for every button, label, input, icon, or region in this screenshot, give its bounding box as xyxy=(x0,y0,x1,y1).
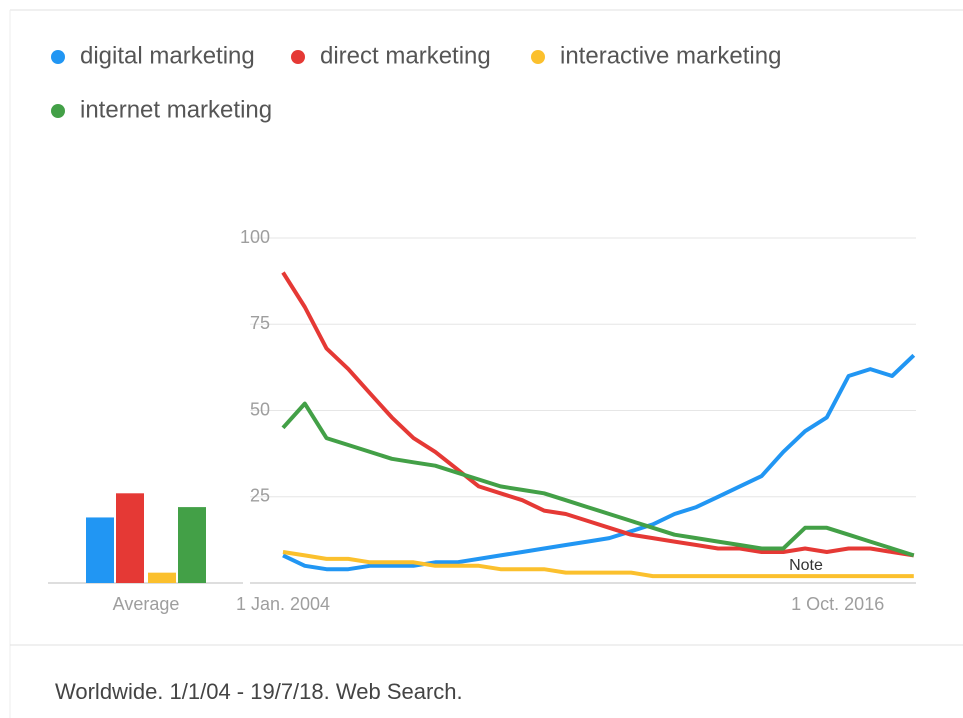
x-tick-label: 1 Oct. 2016 xyxy=(791,594,884,614)
x-tick-label: 1 Jan. 2004 xyxy=(236,594,330,614)
average-bar xyxy=(86,517,114,583)
average-bar xyxy=(116,493,144,583)
legend-dot xyxy=(291,50,305,64)
note-annotation[interactable]: Note xyxy=(789,557,823,574)
legend-label: digital marketing xyxy=(80,42,255,69)
y-tick-label: 100 xyxy=(240,227,270,247)
trend-line xyxy=(282,353,916,572)
legend-dot xyxy=(531,50,545,64)
trend-line xyxy=(281,271,915,558)
y-tick-label: 75 xyxy=(250,313,270,333)
footer-text: Worldwide. 1/1/04 - 19/7/18. Web Search. xyxy=(55,679,463,704)
legend-label: direct marketing xyxy=(320,42,491,69)
legend-label: internet marketing xyxy=(80,96,272,123)
y-tick-label: 50 xyxy=(250,399,270,419)
y-tick-label: 25 xyxy=(250,486,270,506)
average-bar xyxy=(178,507,206,583)
legend-dot xyxy=(51,104,65,118)
legend-dot xyxy=(51,50,65,64)
trend-line xyxy=(281,401,915,558)
average-label: Average xyxy=(113,594,180,614)
legend-label: interactive marketing xyxy=(560,42,781,69)
trend-line xyxy=(282,550,914,579)
average-bar xyxy=(148,572,176,583)
